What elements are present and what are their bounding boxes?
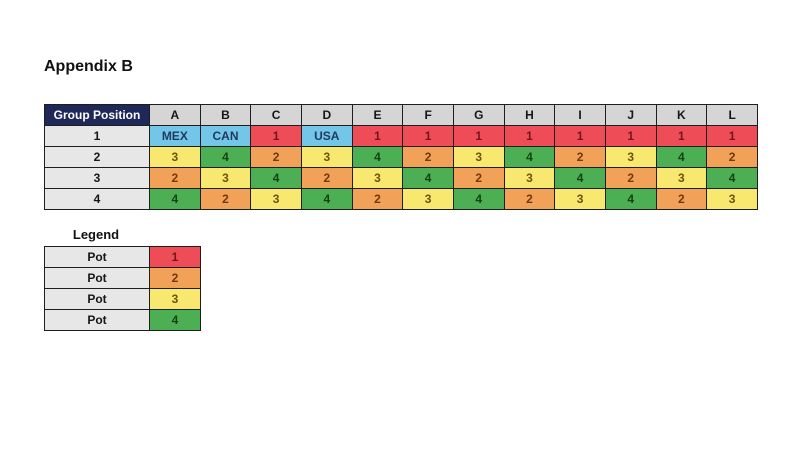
column-header-l: L	[706, 104, 758, 126]
cell-h-3: 3	[503, 167, 556, 189]
cell-l-4: 3	[706, 188, 758, 210]
column-header-g: G	[452, 104, 505, 126]
column-header-f: F	[402, 104, 454, 126]
cell-j-3: 2	[604, 167, 657, 189]
cell-c-1: 1	[250, 125, 302, 147]
cell-f-4: 3	[402, 188, 454, 210]
cell-c-4: 3	[250, 188, 302, 210]
cell-c-2: 2	[250, 146, 302, 168]
column-header-i: I	[554, 104, 606, 126]
cell-i-2: 2	[554, 146, 606, 168]
legend-swatch-pot-2: 2	[149, 267, 201, 289]
column-header-j: J	[604, 104, 657, 126]
row-label-3: 3	[44, 167, 150, 189]
cell-b-1: CAN	[199, 125, 252, 147]
legend-row-pot-4: Pot 4	[44, 309, 201, 331]
cell-a-2: 3	[149, 146, 201, 168]
legend-swatch-pot-4: 4	[149, 309, 201, 331]
cell-j-4: 4	[604, 188, 657, 210]
table-row-position-1: 1 MEX CAN 1 USA 1 1 1 1 1 1 1 1	[44, 125, 758, 147]
cell-g-3: 2	[452, 167, 505, 189]
cell-a-1: MEX	[149, 125, 201, 147]
legend-label-pot-2: Pot	[44, 267, 150, 289]
cell-e-3: 3	[351, 167, 404, 189]
row-label-4: 4	[44, 188, 150, 210]
legend-table: Pot 1 Pot 2 Pot 3 Pot 4	[44, 246, 201, 331]
cell-k-4: 2	[655, 188, 708, 210]
cell-a-3: 2	[149, 167, 201, 189]
cell-h-1: 1	[503, 125, 556, 147]
cell-g-4: 4	[452, 188, 505, 210]
cell-g-1: 1	[452, 125, 505, 147]
cell-i-1: 1	[554, 125, 606, 147]
cell-h-4: 2	[503, 188, 556, 210]
legend-label-pot-4: Pot	[44, 309, 150, 331]
legend-swatch-pot-1: 1	[149, 246, 201, 268]
legend-row-pot-2: Pot 2	[44, 267, 201, 289]
cell-f-2: 2	[402, 146, 454, 168]
cell-d-4: 4	[300, 188, 353, 210]
group-position-table: Group Position A B C D E F G H I J K L 1 MEX CAN 1 USA 1 1…	[44, 104, 758, 210]
cell-e-1: 1	[351, 125, 404, 147]
cell-e-4: 2	[351, 188, 404, 210]
cell-d-3: 2	[300, 167, 353, 189]
column-header-d: D	[300, 104, 353, 126]
cell-i-3: 4	[554, 167, 606, 189]
cell-k-2: 4	[655, 146, 708, 168]
cell-d-2: 3	[300, 146, 353, 168]
corner-header-group-position: Group Position	[44, 104, 150, 126]
column-header-a: A	[149, 104, 201, 126]
cell-j-2: 3	[604, 146, 657, 168]
cell-i-4: 3	[554, 188, 606, 210]
legend-label-pot-3: Pot	[44, 288, 150, 310]
cell-b-3: 3	[199, 167, 252, 189]
cell-l-3: 4	[706, 167, 758, 189]
column-header-h: H	[503, 104, 556, 126]
legend-row-pot-3: Pot 3	[44, 288, 201, 310]
cell-g-2: 3	[452, 146, 505, 168]
cell-k-3: 3	[655, 167, 708, 189]
row-label-2: 2	[44, 146, 150, 168]
column-header-c: C	[250, 104, 302, 126]
cell-e-2: 4	[351, 146, 404, 168]
cell-c-3: 4	[250, 167, 302, 189]
cell-d-1: USA	[300, 125, 353, 147]
legend-label-pot-1: Pot	[44, 246, 150, 268]
legend: Legend Pot 1 Pot 2 Pot 3 Pot 4	[44, 227, 201, 331]
column-header-e: E	[351, 104, 404, 126]
cell-b-4: 2	[199, 188, 252, 210]
legend-row-pot-1: Pot 1	[44, 246, 201, 268]
cell-j-1: 1	[604, 125, 657, 147]
column-header-k: K	[655, 104, 708, 126]
row-label-1: 1	[44, 125, 150, 147]
cell-f-1: 1	[402, 125, 454, 147]
cell-a-4: 4	[149, 188, 201, 210]
cell-f-3: 4	[402, 167, 454, 189]
table-header-row: Group Position A B C D E F G H I J K L	[44, 104, 758, 126]
cell-l-2: 2	[706, 146, 758, 168]
cell-k-1: 1	[655, 125, 708, 147]
page-title: Appendix B	[44, 58, 133, 75]
cell-h-2: 4	[503, 146, 556, 168]
column-header-b: B	[199, 104, 252, 126]
cell-l-1: 1	[706, 125, 758, 147]
legend-title: Legend	[72, 227, 120, 242]
legend-swatch-pot-3: 3	[149, 288, 201, 310]
cell-b-2: 4	[199, 146, 252, 168]
